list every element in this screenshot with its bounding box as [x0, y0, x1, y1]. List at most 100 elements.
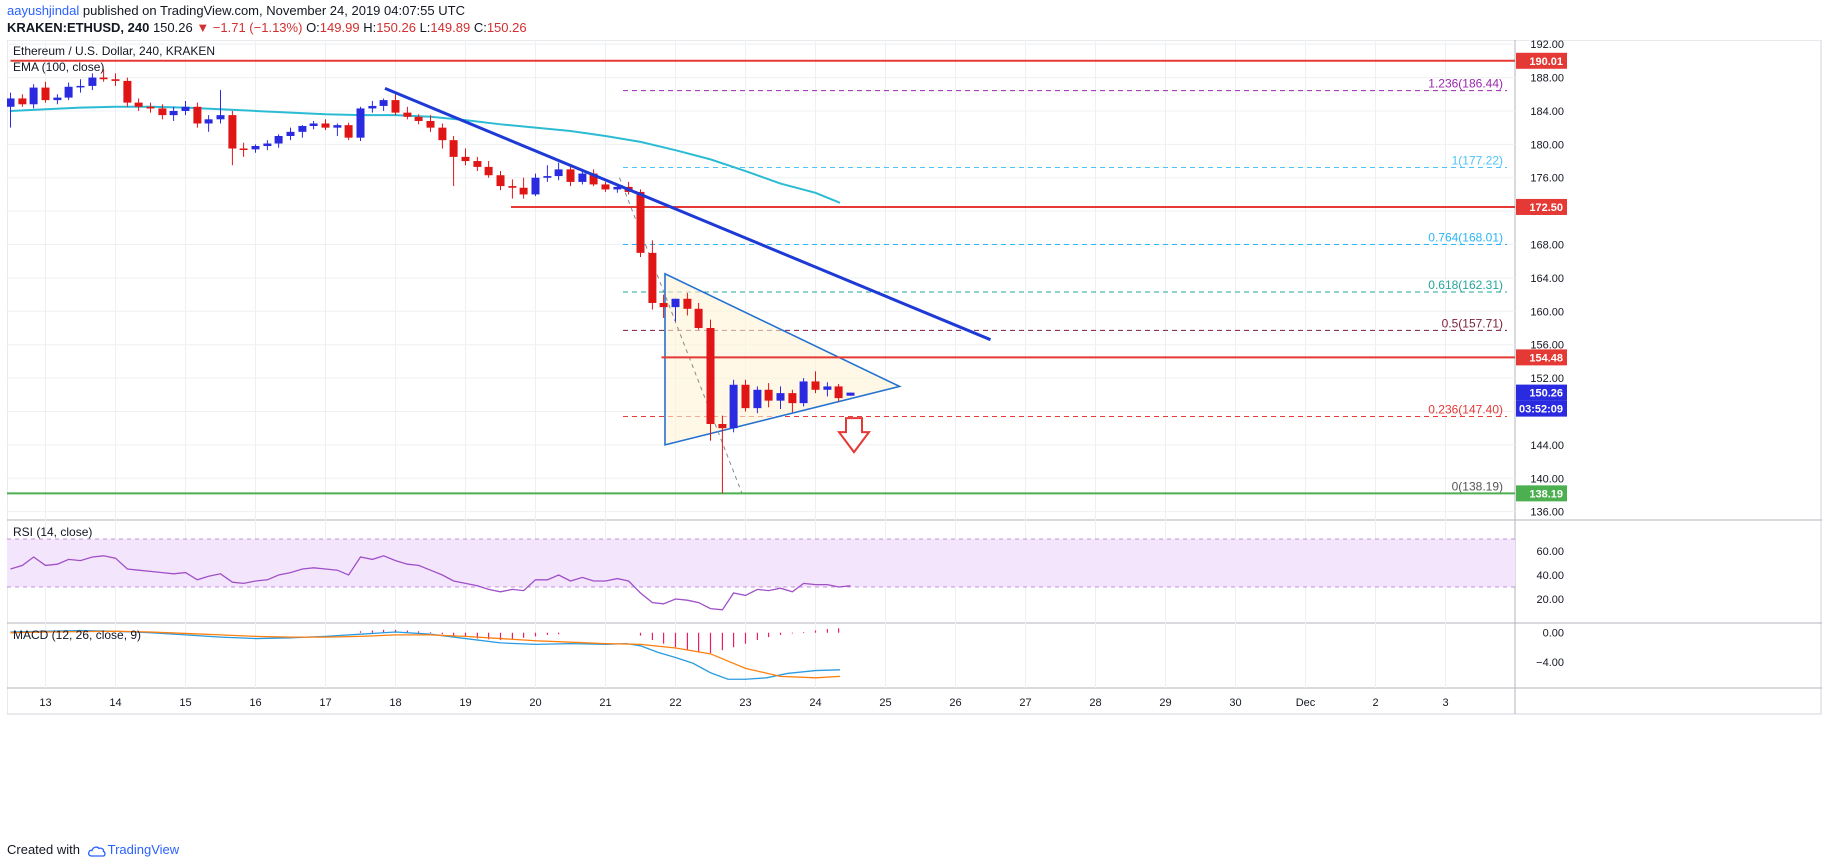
candle-down	[496, 175, 505, 187]
x-tick-label: 20	[529, 697, 541, 709]
fib-level-label: 1.236(186.44)	[1428, 77, 1503, 91]
rsi-line	[10, 555, 851, 611]
candle-down	[683, 298, 692, 309]
candle-up	[64, 86, 73, 98]
macd-signal-line	[10, 630, 841, 679]
candle-down	[566, 169, 575, 182]
fib-level-label: 0.764(168.01)	[1428, 230, 1503, 244]
support-price-tag-bg	[1516, 485, 1567, 502]
candle-down	[811, 381, 820, 390]
ema-100-line	[10, 105, 841, 204]
candle-down	[648, 252, 657, 303]
candle-down	[659, 302, 668, 308]
countdown-tag: 03:52:09	[1519, 404, 1563, 416]
candle-up	[274, 136, 283, 144]
symbol-label: KRAKEN:ETHUSD, 240	[7, 20, 150, 35]
candle-down	[834, 386, 843, 399]
candle-up	[263, 143, 272, 147]
support-price-tag: 138.19	[1529, 488, 1563, 500]
candle-up	[309, 123, 318, 126]
candle-down	[239, 148, 248, 151]
candle-up	[823, 386, 832, 390]
candle-down	[228, 115, 237, 149]
candle-down	[18, 98, 27, 105]
candle-down	[694, 308, 703, 328]
publish-header: aayushjindal published on TradingView.co…	[7, 3, 465, 19]
candle-up	[799, 381, 808, 404]
last-price-tag-bg	[1516, 384, 1567, 401]
fib-level-label: 1(177.22)	[1452, 154, 1503, 168]
x-tick-label: 19	[459, 697, 471, 709]
candle-up	[6, 98, 15, 107]
y-tick-label: 156.00	[1530, 340, 1564, 352]
level-price-tag: 154.48	[1529, 352, 1563, 364]
x-tick-label: 24	[809, 697, 821, 709]
candle-up	[531, 177, 540, 195]
y-tick-label: 188.00	[1530, 73, 1564, 85]
tradingview-cloud-icon	[87, 846, 106, 857]
countdown-tag-bg	[1516, 400, 1567, 417]
candle-down	[391, 100, 400, 113]
fib-level-label: 0.236(147.40)	[1428, 402, 1503, 416]
ohlc-bar: KRAKEN:ETHUSD, 240 150.26 ▼ −1.71 (−1.13…	[7, 20, 527, 36]
x-tick-label: 2	[1372, 697, 1378, 709]
macd-label: MACD (12, 26, close, 9)	[13, 628, 141, 642]
candle-down	[344, 125, 353, 138]
candle-down	[788, 393, 797, 404]
candle-down	[508, 186, 517, 188]
candle-down	[519, 187, 528, 195]
x-tick-label: 28	[1089, 697, 1101, 709]
level-price-tag-bg	[1516, 349, 1567, 366]
candle-up	[671, 298, 680, 308]
level-price-tag-bg	[1516, 198, 1567, 215]
candle-up	[578, 173, 587, 182]
close-value: 150.26	[486, 20, 527, 35]
level-price-tag: 190.01	[1529, 56, 1563, 68]
price-chart[interactable]: 1.236(186.44) 1(177.22) 0.764(168.01) 0.618…	[6, 39, 1822, 834]
x-tick-label: 27	[1019, 697, 1031, 709]
candle-down	[426, 120, 435, 128]
candle-down	[41, 87, 50, 101]
candle-down	[449, 140, 458, 157]
created-with-label: Created with	[7, 842, 80, 857]
candle-up	[204, 119, 213, 124]
bearish-trendline	[384, 87, 992, 342]
candle-down	[134, 102, 143, 107]
down-arrow-icon	[837, 417, 871, 454]
candle-down	[438, 127, 447, 141]
candle-down	[111, 79, 120, 81]
rsi-label: RSI (14, close)	[13, 525, 92, 539]
macd-tick-label: 0.00	[1543, 628, 1564, 640]
fib-level-label: 0(138.19)	[1452, 479, 1503, 493]
candle-down	[123, 80, 132, 103]
x-tick-label: 15	[179, 697, 191, 709]
last-price-tag: 150.26	[1529, 388, 1563, 400]
y-tick-label: 176.00	[1530, 173, 1564, 185]
high-label: H:	[363, 20, 377, 35]
rsi-tick-label: 40.00	[1536, 570, 1564, 582]
candle-up	[368, 105, 377, 109]
change-value: ▼ −1.71 (−1.13%)	[196, 20, 303, 35]
x-tick-label: 23	[739, 697, 751, 709]
author-link[interactable]: aayushjindal	[7, 3, 80, 18]
candle-up	[379, 100, 388, 106]
candle-up	[776, 393, 785, 401]
candle-down	[484, 166, 493, 176]
candle-up	[251, 146, 260, 150]
y-tick-label: 164.00	[1530, 273, 1564, 285]
candle-up	[169, 110, 178, 116]
candle-up	[356, 108, 365, 138]
candle-up	[846, 392, 855, 396]
open-label: O:	[306, 20, 320, 35]
fib-level-label: 0.618(162.31)	[1428, 278, 1503, 292]
candle-down	[706, 328, 715, 424]
y-tick-label: 180.00	[1530, 139, 1564, 151]
y-tick-label: 140.00	[1530, 473, 1564, 485]
x-tick-label: 26	[949, 697, 961, 709]
x-tick-label: 25	[879, 697, 891, 709]
candle-down	[321, 123, 330, 128]
tradingview-link[interactable]: TradingView	[107, 842, 180, 857]
x-tick-label: 30	[1229, 697, 1241, 709]
y-tick-label: 184.00	[1530, 106, 1564, 118]
level-price-tag: 172.50	[1529, 202, 1563, 214]
